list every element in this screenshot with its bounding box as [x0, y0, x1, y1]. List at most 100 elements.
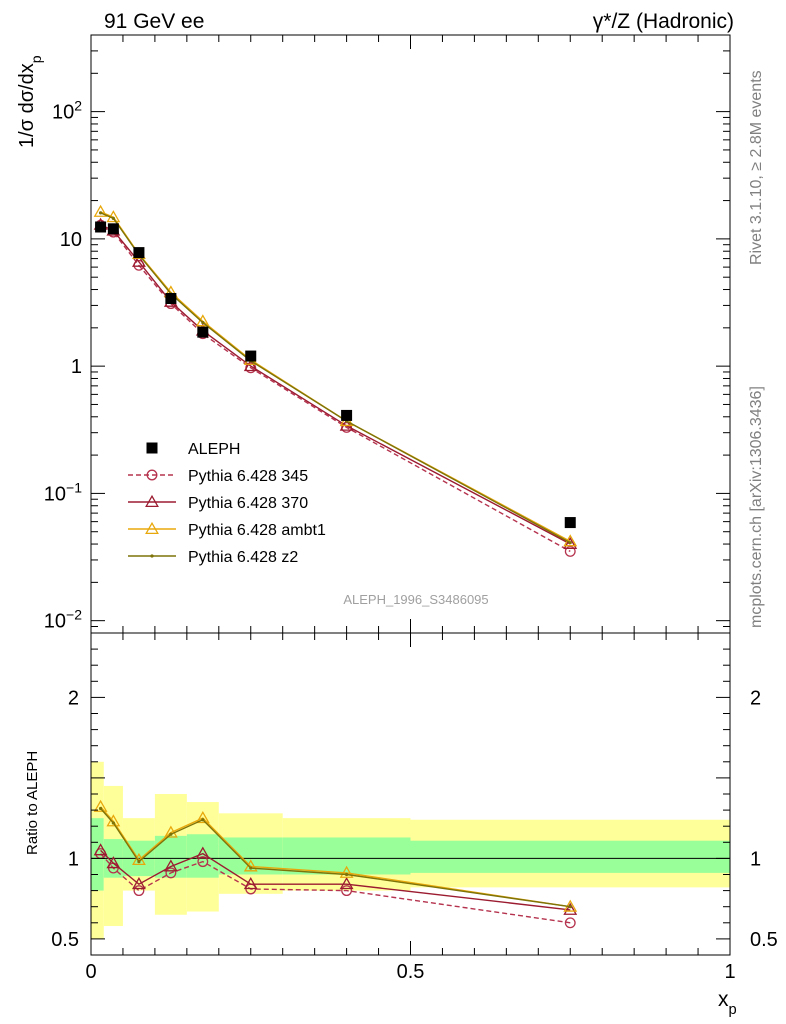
ratio-bands: [91, 761, 730, 939]
data-point: [243, 877, 258, 890]
series-line: [100, 224, 571, 553]
data-point: [564, 545, 576, 557]
data-point: [145, 521, 159, 534]
legend-label: Pythia 6.428 z2: [188, 549, 298, 566]
data-point: [93, 204, 108, 217]
main-y-axis-label: 1/σ dσ/dxp: [16, 55, 44, 148]
inner-band: [282, 837, 411, 875]
inner-band: [410, 840, 730, 873]
data-point: [568, 905, 572, 909]
data-point: [150, 554, 154, 558]
main-frame: [90, 34, 731, 634]
data-point: [195, 846, 210, 859]
data-point: [111, 216, 115, 220]
y-tick-label: 1: [68, 848, 79, 870]
series-line: [100, 212, 571, 544]
data-point: [93, 799, 108, 812]
main-panel: 10−2 10−1 1 10 102: [44, 34, 731, 634]
y-tick-label: 0.5: [51, 929, 79, 951]
data-point: [107, 223, 119, 235]
data-point: [111, 821, 115, 825]
data-point: [165, 293, 177, 305]
header-left: 91 GeV ee: [104, 10, 204, 33]
data-point: [345, 872, 349, 877]
data-point: [146, 442, 158, 454]
data-point: [568, 541, 572, 545]
legend-item: Pythia 6.428 z2: [128, 549, 298, 566]
series-pythia-6-428-z2: [98, 806, 572, 909]
data-point: [341, 885, 353, 897]
rivet-label: Rivet 3.1.10, ≥ 2.8M events: [748, 70, 765, 265]
data-point: [563, 902, 578, 915]
data-point: [169, 832, 173, 836]
data-point: [201, 818, 205, 822]
data-point: [133, 885, 145, 897]
legend-label: Pythia 6.428 345: [188, 468, 308, 485]
series-line: [100, 808, 571, 908]
legend-label: Pythia 6.428 370: [188, 495, 308, 512]
data-point: [245, 350, 257, 362]
series-aleph: [95, 221, 576, 529]
legend: ALEPH Pythia 6.428 345 Pythia 6.428 370 Pyt…: [128, 441, 326, 566]
y-tick-label: 102: [52, 98, 82, 124]
series-line: [100, 806, 571, 908]
series-line: [100, 211, 571, 543]
y-tick-label: 10: [60, 229, 82, 251]
y-tick-label: 10−1: [44, 479, 82, 505]
series-line: [100, 224, 571, 545]
series-pythia-6-428-z2: [98, 211, 572, 545]
ratio-y-axis-label: Ratio to ALEPH: [24, 751, 41, 855]
data-point: [197, 326, 209, 338]
legend-label: ALEPH: [188, 441, 240, 458]
watermark: ALEPH_1996_S3486095: [343, 592, 488, 607]
data-point: [339, 877, 354, 890]
data-point: [93, 843, 108, 856]
data-point: [341, 409, 353, 421]
data-point: [132, 254, 146, 267]
data-point: [146, 469, 158, 481]
data-point: [163, 825, 178, 838]
y-tick-label: 1: [71, 356, 82, 378]
mcplots-label: mcplots.cern.ch [arXiv:1306.3436]: [748, 386, 765, 628]
data-point: [137, 860, 141, 864]
series-pythia-6-428-370: [93, 217, 578, 550]
x-tick-label: 0.5: [397, 961, 425, 983]
data-point: [339, 865, 354, 878]
legend-item: Pythia 6.428 ambt1: [128, 521, 326, 539]
data-point: [195, 811, 210, 824]
data-point: [249, 866, 253, 870]
legend-item: ALEPH: [146, 441, 240, 458]
legend-item: Pythia 6.428 345: [128, 468, 308, 485]
data-point: [563, 536, 578, 550]
data-point: [197, 856, 209, 868]
series-line: [100, 849, 571, 911]
data-point: [243, 359, 258, 372]
data-point: [133, 247, 145, 259]
x-tick-label: 0: [85, 961, 96, 983]
header-right: γ*/Z (Hadronic): [593, 10, 734, 33]
legend-item: Pythia 6.428 370: [128, 494, 308, 512]
ratio-panel: 0.5 0.5 1 1 2 2 0 0.5 1: [51, 632, 778, 983]
data-point: [564, 917, 576, 929]
data-point: [98, 806, 103, 811]
data-point: [564, 517, 576, 529]
data-point: [163, 859, 178, 872]
data-point: [132, 877, 146, 890]
data-point: [201, 320, 205, 325]
data-point: [145, 494, 159, 508]
data-point: [165, 867, 177, 879]
legend-label: Pythia 6.428 ambt1: [188, 522, 326, 539]
series-pythia-6-428-ambt1: [93, 204, 578, 547]
x-axis-label: xp: [718, 988, 737, 1018]
y-tick-label: 2: [68, 687, 79, 709]
y-tick-label: 10−2: [44, 607, 82, 633]
y-tick-label-right: 0.5: [750, 929, 778, 951]
series-line: [100, 853, 571, 924]
data-point: [95, 221, 107, 233]
data-point: [98, 211, 103, 215]
series-pythia-6-428-370: [93, 843, 578, 915]
data-point: [106, 856, 121, 869]
inner-band: [186, 834, 219, 878]
y-tick-label-right: 1: [750, 848, 761, 870]
